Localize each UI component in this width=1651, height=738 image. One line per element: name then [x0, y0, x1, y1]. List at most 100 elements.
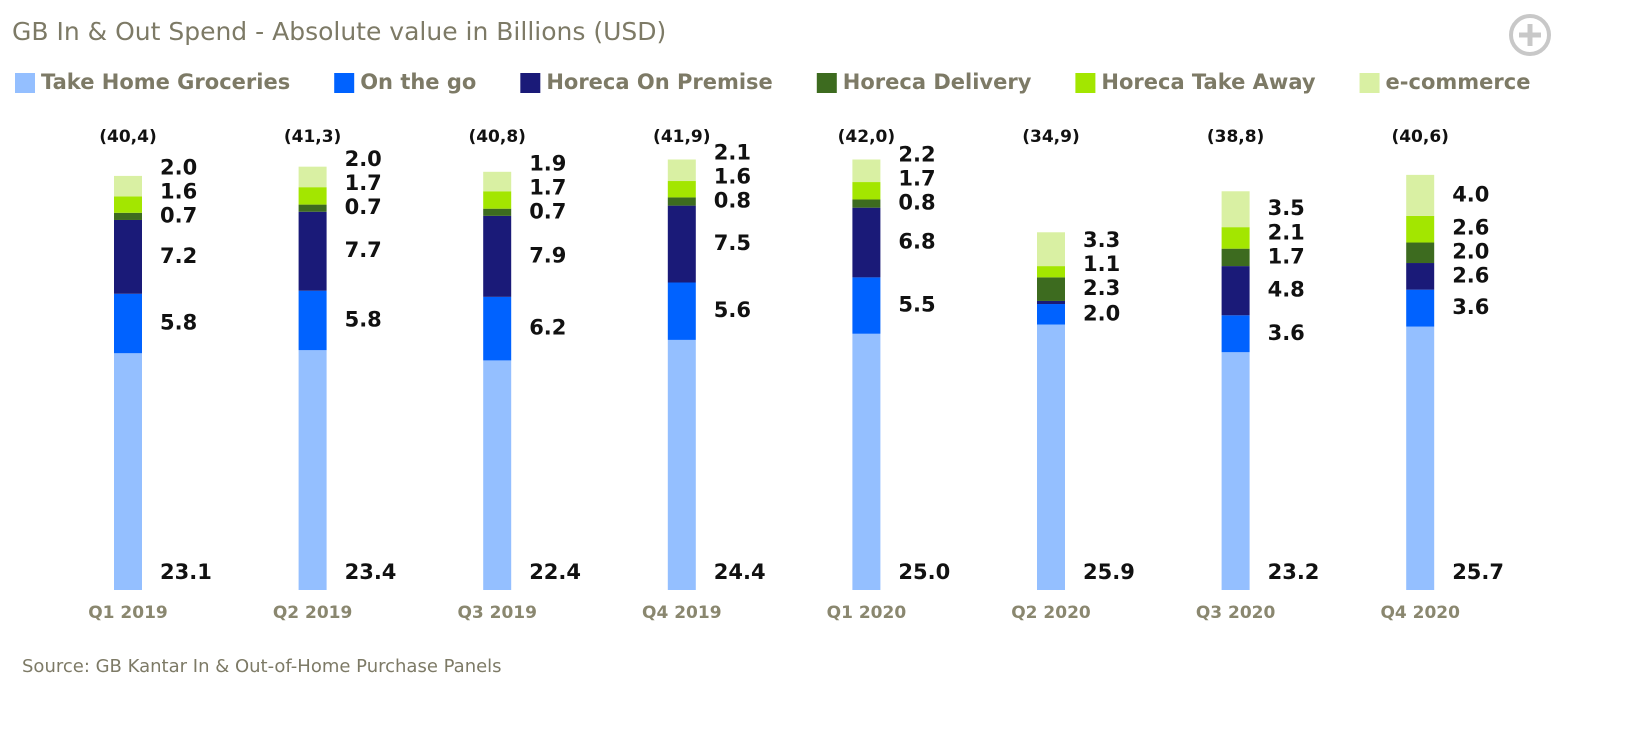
bar-segment: [1037, 266, 1065, 278]
value-label: 6.8: [898, 230, 935, 254]
value-label: 1.7: [898, 167, 935, 191]
legend-label: e-commerce: [1386, 70, 1531, 94]
bar-segment: [114, 212, 142, 220]
value-label: 3.3: [1083, 228, 1120, 252]
bar-segment: [1037, 300, 1065, 305]
value-label: 7.9: [529, 243, 566, 267]
legend-swatch: [520, 73, 541, 93]
bar-segment: [852, 277, 881, 334]
value-label: 4.8: [1268, 278, 1305, 302]
total-label: (42,0): [838, 127, 895, 147]
bar-segment: [852, 333, 881, 590]
bar-segment: [667, 282, 696, 340]
bar-segment: [852, 182, 881, 200]
x-tick-label: Q4 2019: [642, 603, 722, 623]
value-label: 23.2: [1268, 560, 1320, 584]
bar-segment: [852, 207, 881, 278]
total-label: (40,6): [1391, 127, 1448, 147]
bar-segment: [1037, 304, 1065, 325]
bar-segment: [483, 215, 512, 297]
value-label: 5.8: [345, 307, 382, 331]
value-label: 2.3: [1083, 276, 1120, 300]
x-tick-label: Q3 2019: [457, 603, 537, 623]
value-label: 22.4: [529, 560, 581, 584]
bar-segment: [483, 191, 512, 209]
bar-segment: [298, 204, 327, 212]
value-label: 4.0: [1452, 182, 1489, 206]
value-label: 24.4: [714, 560, 766, 584]
value-label: 2.1: [1268, 220, 1305, 244]
bar-segment: [483, 208, 512, 216]
bar-segment: [1406, 215, 1435, 243]
value-label: 1.7: [529, 175, 566, 199]
legend-swatch: [1359, 73, 1380, 93]
legend-label: Horeca On Premise: [546, 70, 772, 94]
legend-label: Take Home Groceries: [41, 70, 290, 94]
bar-segment: [1037, 232, 1065, 267]
bar-segment: [1406, 174, 1435, 216]
bar-segment: [667, 159, 696, 182]
value-label: 6.2: [529, 316, 566, 340]
value-label: 1.6: [714, 165, 751, 189]
bar-segment: [483, 171, 512, 192]
value-label: 1.1: [1083, 252, 1120, 276]
value-label: 2.0: [1452, 239, 1489, 263]
total-label: (40,8): [468, 127, 525, 147]
bar-segment: [483, 360, 512, 590]
legend-swatch: [15, 73, 35, 93]
bar-segment: [667, 181, 696, 198]
chart-title: GB In & Out Spend - Absolute value in Bi…: [12, 17, 666, 46]
value-label: 1.9: [529, 151, 566, 175]
total-label: (40,4): [99, 127, 156, 147]
bar-segment: [1406, 326, 1435, 590]
bar-segment: [667, 197, 696, 206]
legend-swatch: [816, 73, 837, 93]
legend-label: Horeca Take Away: [1101, 70, 1315, 94]
bar-segment: [1406, 242, 1435, 264]
value-label: 23.1: [160, 560, 212, 584]
value-label: 1.7: [345, 171, 382, 195]
x-tick-label: Q1 2020: [827, 603, 907, 623]
value-label: 2.1: [714, 141, 751, 165]
value-label: 25.0: [898, 560, 950, 584]
bar-segment: [114, 293, 142, 354]
legend-swatch: [1075, 73, 1096, 93]
value-label: 5.8: [160, 311, 197, 335]
legend-swatch: [334, 73, 355, 93]
x-tick-label: Q4 2020: [1380, 603, 1460, 623]
bar-segment: [114, 219, 142, 294]
value-label: 0.7: [160, 203, 197, 227]
value-label: 25.9: [1083, 560, 1135, 584]
total-label: (41,9): [653, 127, 710, 147]
value-label: 1.7: [1268, 244, 1305, 268]
value-label: 3.6: [1452, 295, 1489, 319]
expand-button[interactable]: [1509, 14, 1551, 56]
bar-segment: [114, 353, 142, 590]
value-label: 2.0: [160, 155, 197, 179]
value-label: 0.7: [529, 199, 566, 223]
bar-segment: [298, 211, 327, 291]
x-tick-label: Q2 2019: [273, 603, 353, 623]
x-tick-label: Q3 2020: [1196, 603, 1276, 623]
value-label: 2.0: [1083, 301, 1120, 325]
value-label: 5.6: [714, 298, 751, 322]
legend-label: Horeca Delivery: [843, 70, 1032, 94]
bar-segment: [1037, 277, 1065, 301]
legend-label: On the go: [360, 70, 476, 94]
value-label: 2.6: [1452, 263, 1489, 287]
bar-segment: [483, 296, 512, 361]
bar-segment: [1406, 263, 1435, 290]
source: Source: GB Kantar In & Out-of-Home Purch…: [22, 656, 502, 677]
value-label: 1.6: [160, 179, 197, 203]
value-label: 5.5: [898, 293, 935, 317]
bar-segment: [298, 187, 327, 205]
bar-segment: [114, 175, 142, 197]
bar-segment: [667, 339, 696, 590]
value-label: 0.8: [898, 191, 935, 215]
bar-segment: [1221, 315, 1250, 353]
bar-segment: [667, 205, 696, 283]
value-label: 7.7: [345, 238, 382, 262]
bar-segment: [114, 196, 142, 213]
value-label: 3.5: [1268, 196, 1305, 220]
